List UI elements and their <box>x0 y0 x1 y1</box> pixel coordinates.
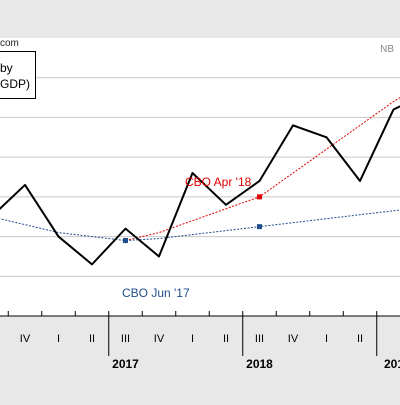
watermark: NB <box>380 44 394 55</box>
marker-cbo-apr18 <box>257 194 262 199</box>
x-tick-label: IV <box>20 333 31 345</box>
x-tick-label: II <box>357 333 363 345</box>
x-tick-label: III <box>255 333 264 345</box>
x-tick-label: III <box>121 333 130 345</box>
x-tick-label: II <box>223 333 229 345</box>
x-tick-label: I <box>191 333 194 345</box>
x-tick-label: II <box>89 333 95 345</box>
annotation-cbo-apr18: CBO Apr '18 <box>185 175 252 189</box>
year-label: 2017 <box>112 357 139 371</box>
year-label: 2018 <box>246 357 273 371</box>
x-tick-label: I <box>57 333 60 345</box>
x-tick-label: IV <box>154 333 165 345</box>
legend-line-2: GDP) <box>0 76 35 92</box>
marker-cbo-jun17 <box>123 238 128 243</box>
x-tick-label: IV <box>288 333 299 345</box>
source-text: com <box>0 38 19 49</box>
year-label: 201 <box>384 357 400 371</box>
x-tick-label: I <box>325 333 328 345</box>
legend-box: by GDP) <box>0 51 36 99</box>
annotation-cbo-jun17: CBO Jun '17 <box>122 286 190 300</box>
marker-cbo-jun17 <box>257 224 262 229</box>
legend-line-1: by <box>0 60 35 76</box>
